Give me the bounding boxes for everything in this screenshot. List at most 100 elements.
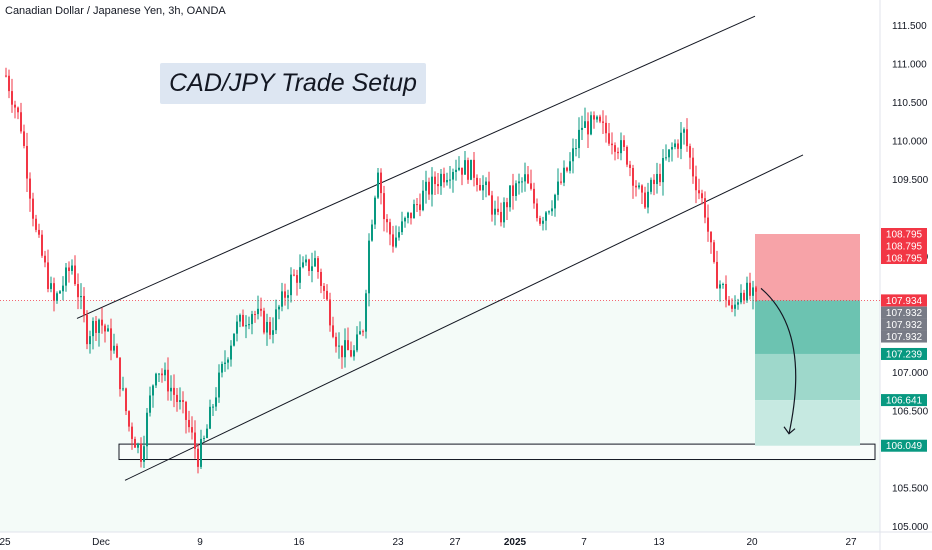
y-tick-label: 110.500	[892, 98, 928, 109]
candle-body	[221, 363, 223, 373]
candle-body	[629, 164, 631, 168]
candle-body	[320, 272, 322, 286]
price-tag	[881, 394, 927, 407]
setup-title-box[interactable]: CAD/JPY Trade Setup	[160, 63, 426, 104]
target-zone-3	[755, 400, 860, 446]
candle-body	[236, 321, 238, 334]
candle-body	[107, 328, 109, 332]
candle-body	[350, 350, 352, 357]
candle-body	[509, 185, 511, 208]
candle-body	[44, 255, 46, 263]
price-tag	[881, 294, 927, 307]
candle-body	[158, 373, 160, 375]
candle-body	[20, 112, 22, 132]
candle-body	[521, 181, 523, 183]
candle-body	[65, 267, 67, 286]
candle-body	[266, 321, 268, 333]
candle-body	[704, 198, 706, 218]
candle-body	[554, 194, 556, 209]
candle-body	[29, 178, 31, 199]
candle-body	[560, 181, 562, 183]
candle-body	[488, 181, 490, 196]
y-tick-label: 105.500	[892, 484, 929, 495]
candle-body	[386, 219, 388, 223]
candle-body	[458, 167, 460, 170]
candle-body	[752, 287, 754, 296]
candle-body	[179, 400, 181, 402]
candle-body	[449, 179, 451, 181]
y-tick-label: 105.000	[892, 522, 929, 533]
candle-body	[686, 129, 688, 147]
candle-body	[305, 259, 307, 263]
candle-body	[155, 373, 157, 386]
candle-body	[170, 387, 172, 392]
candle-body	[17, 107, 19, 113]
candle-body	[557, 181, 559, 195]
x-tick-label: 20	[746, 537, 758, 548]
price-tag	[881, 252, 927, 265]
candle-body	[539, 218, 541, 224]
candle-body	[365, 293, 367, 332]
candle-body	[383, 193, 385, 220]
candle-body	[32, 198, 34, 219]
trade-arrow	[760, 287, 797, 434]
candle-body	[77, 284, 79, 298]
candle-body	[515, 183, 517, 196]
candle-body	[482, 185, 484, 191]
candle-body	[104, 325, 106, 332]
price-tag	[881, 306, 927, 319]
candle-body	[80, 295, 82, 298]
candle-body	[356, 334, 358, 351]
candle-body	[719, 284, 721, 289]
candle-body	[41, 234, 43, 256]
price-tag-label: 106.641	[886, 396, 923, 407]
candle-body	[407, 212, 409, 218]
candle-body	[47, 262, 49, 289]
candle-body	[728, 299, 730, 306]
candle-body	[8, 75, 10, 92]
candle-body	[683, 129, 685, 133]
candle-body	[323, 285, 325, 291]
candle-body	[248, 324, 250, 326]
candle-body	[746, 282, 748, 301]
candle-body	[497, 208, 499, 212]
candle-body	[335, 336, 337, 347]
candle-body	[692, 157, 694, 177]
candle-body	[362, 331, 364, 333]
candle-body	[584, 121, 586, 128]
candle-body	[716, 261, 718, 289]
candle-body	[371, 224, 373, 241]
candle-body	[101, 319, 103, 326]
candle-body	[623, 140, 625, 147]
candle-body	[263, 310, 265, 333]
candle-body	[410, 212, 412, 219]
candle-body	[572, 148, 574, 162]
candle-body	[284, 291, 286, 298]
candle-body	[332, 325, 334, 337]
candle-body	[467, 160, 469, 180]
x-tick-label: 27	[449, 537, 461, 548]
candle-body	[62, 285, 64, 292]
x-tick-label: Dec	[92, 537, 110, 548]
candle-body	[233, 333, 235, 346]
candle-body	[659, 173, 661, 183]
candle-body	[431, 176, 433, 195]
candle-body	[23, 131, 25, 146]
price-tag-label: 108.795	[886, 254, 923, 265]
candle-body	[665, 157, 667, 159]
candle-body	[542, 220, 544, 224]
candle-body	[260, 308, 262, 311]
candle-body	[14, 104, 16, 108]
x-tick-label: 9	[197, 537, 203, 548]
candle-body	[650, 179, 652, 192]
candle-body	[167, 369, 169, 392]
x-tick-label: 2025	[504, 537, 527, 548]
candle-body	[599, 116, 601, 122]
candle-body	[530, 183, 532, 189]
price-tag-label: 108.795	[886, 242, 923, 253]
candle-body	[68, 267, 70, 271]
candle-body	[161, 373, 163, 376]
candle-body	[137, 443, 139, 448]
candle-body	[185, 401, 187, 420]
